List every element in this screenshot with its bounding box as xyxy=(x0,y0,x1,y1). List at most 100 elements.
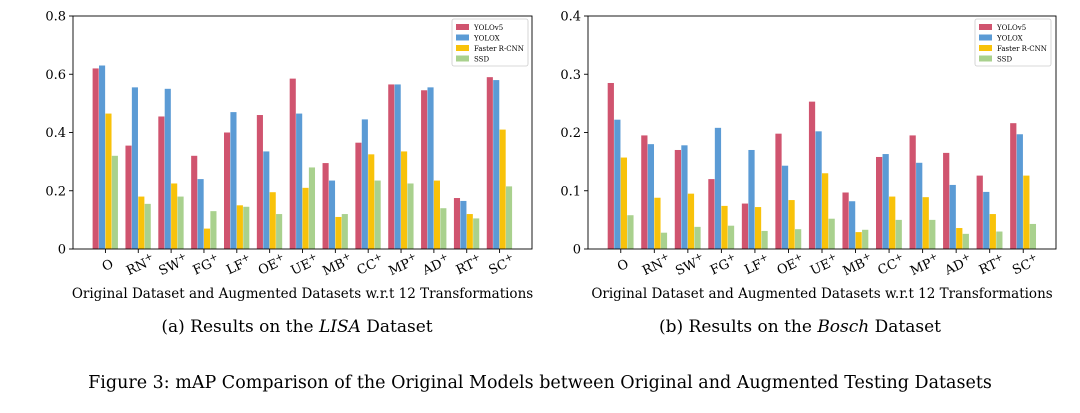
x-tick-label-bosch-sc: SC+ xyxy=(1009,251,1041,278)
bar-lisa-ssd-cc xyxy=(374,180,381,249)
bar-bosch-yolov5-rt xyxy=(976,175,983,249)
bar-bosch-yolox-lf xyxy=(748,149,755,249)
bar-bosch-yolox-ue xyxy=(815,131,822,249)
y-tick-label-bosch: 0.3 xyxy=(560,68,581,83)
bar-bosch-ssd-ad xyxy=(962,233,969,249)
bar-lisa-yolox-sw xyxy=(164,88,171,249)
bar-bosch-ssd-sw xyxy=(694,226,701,249)
bar-bosch-faster-r-cnn-fg xyxy=(721,205,728,249)
legend-swatch-lisa-yolox xyxy=(456,34,469,41)
bar-bosch-yolox-cc xyxy=(882,154,889,249)
bar-lisa-ssd-o xyxy=(111,155,118,249)
legend-label-bosch-yolov5: YOLOv5 xyxy=(996,24,1026,32)
bar-bosch-ssd-oe xyxy=(795,229,802,249)
bar-bosch-faster-r-cnn-sc xyxy=(1023,175,1030,249)
bar-bosch-yolox-sw xyxy=(681,145,688,249)
x-axis-label-lisa: Original Dataset and Augmented Datasets … xyxy=(72,286,533,302)
x-tick-label-bosch-rn: RN+ xyxy=(639,251,673,279)
figure-caption: Figure 3: mAP Comparison of the Original… xyxy=(88,373,992,393)
x-tick-label-bosch-fg: FG+ xyxy=(707,251,739,278)
bar-lisa-faster-r-cnn-rt xyxy=(466,214,473,249)
bar-bosch-ssd-cc xyxy=(895,219,902,250)
bar-lisa-yolov5-mp xyxy=(388,84,395,249)
subcaption-bosch: (b) Results on the Bosch Dataset xyxy=(659,317,941,337)
bar-bosch-faster-r-cnn-cc xyxy=(889,196,896,249)
x-tick-label-bosch-oe: OE+ xyxy=(774,251,807,278)
bar-lisa-ssd-rt xyxy=(473,218,480,249)
bar-lisa-faster-r-cnn-mp xyxy=(401,151,408,249)
bar-lisa-faster-r-cnn-lf xyxy=(236,205,243,249)
x-tick-label-lisa-lf: LF+ xyxy=(224,252,255,278)
bar-bosch-yolox-o xyxy=(614,119,621,249)
bar-lisa-faster-r-cnn-sw xyxy=(171,183,178,249)
bar-lisa-yolov5-ue xyxy=(289,78,296,250)
bar-bosch-ssd-o xyxy=(627,215,634,249)
bar-bosch-yolov5-rn xyxy=(641,135,648,249)
bar-lisa-ssd-rn xyxy=(144,203,151,249)
x-tick-label-lisa-sw: SW+ xyxy=(156,251,191,279)
bar-lisa-yolov5-lf xyxy=(224,132,231,249)
legend-label-lisa-faster-r-cnn: Faster R-CNN xyxy=(474,45,524,53)
bar-bosch-yolov5-sw xyxy=(674,149,682,249)
chart-lisa: 0 0.2 0.4 0.6 0.8 O RN+ SW+ FG+ LF+ OE+ UE+ MB+ CC+ MP… xyxy=(45,10,533,303)
bar-lisa-yolox-rn xyxy=(131,87,138,249)
y-tick-label-bosch: 0.4 xyxy=(560,10,581,25)
bar-lisa-faster-r-cnn-ue xyxy=(302,187,309,249)
x-tick-label-lisa-rt: RT+ xyxy=(453,252,484,279)
bar-lisa-yolox-o xyxy=(99,65,106,249)
legend-swatch-bosch-yolov5 xyxy=(979,24,992,30)
x-tick-label-lisa-mb: MB+ xyxy=(320,251,356,280)
legend-box-lisa xyxy=(451,18,529,67)
bar-lisa-ssd-mb xyxy=(341,214,348,249)
bar-bosch-ssd-ue xyxy=(828,218,835,249)
bar-bosch-yolox-mb xyxy=(849,201,856,249)
bar-bosch-faster-r-cnn-rt xyxy=(989,214,996,249)
bar-lisa-faster-r-cnn-mb xyxy=(335,216,342,249)
x-tick-label-bosch-ue: UE+ xyxy=(807,251,840,279)
bar-lisa-yolov5-rt xyxy=(453,198,461,249)
legend-swatch-lisa-yolov5 xyxy=(456,24,469,30)
legend-swatch-bosch-yolox xyxy=(979,34,992,41)
bar-lisa-faster-r-cnn-sc xyxy=(499,129,506,249)
chart-bosch: 0 0.1 0.2 0.3 0.4 O RN+ SW+ FG+ LF+ OE+ UE+ MB+ CC+ MP… xyxy=(560,10,1057,302)
bar-lisa-ssd-lf xyxy=(243,206,250,249)
legend-swatch-bosch-faster-r-cnn xyxy=(979,45,992,51)
y-tick-label-bosch: 0.1 xyxy=(560,184,581,199)
bar-lisa-ssd-fg xyxy=(210,211,217,249)
bar-bosch-faster-r-cnn-ue xyxy=(822,173,829,249)
y-tick-label-lisa: 0.6 xyxy=(45,68,66,83)
bar-lisa-faster-r-cnn-oe xyxy=(269,192,276,249)
legend-bosch: YOLOv5 YOLOX Faster R-CNN SSD xyxy=(974,18,1052,67)
x-tick-label-lisa-ad: AD+ xyxy=(419,251,453,279)
bar-lisa-ssd-oe xyxy=(276,214,283,249)
x-tick-label-bosch-o: O xyxy=(615,257,631,275)
bar-bosch-faster-r-cnn-mp xyxy=(922,197,929,249)
bar-bosch-faster-r-cnn-rn xyxy=(654,197,661,249)
x-tick-label-lisa-fg: FG+ xyxy=(190,251,222,278)
bar-bosch-faster-r-cnn-sw xyxy=(687,193,695,249)
bar-lisa-yolox-mp xyxy=(394,84,401,249)
bar-bosch-yolov5-lf xyxy=(741,203,749,249)
y-tick-label-lisa: 0 xyxy=(58,243,66,258)
bar-lisa-yolov5-oe xyxy=(256,115,263,249)
bar-bosch-ssd-mb xyxy=(862,229,869,249)
x-tick-label-bosch-lf: LF+ xyxy=(742,252,773,278)
bar-bosch-yolov5-sc xyxy=(1010,123,1017,249)
bar-lisa-faster-r-cnn-ad xyxy=(433,180,440,249)
bar-bosch-yolov5-ad xyxy=(943,152,950,249)
bar-bosch-yolov5-fg xyxy=(708,179,715,249)
bar-bosch-faster-r-cnn-oe xyxy=(788,200,795,249)
bar-bosch-faster-r-cnn-mb xyxy=(855,232,862,249)
legend-swatch-lisa-ssd xyxy=(456,55,469,62)
bar-bosch-yolox-rt xyxy=(983,191,990,249)
bar-bosch-ssd-rt xyxy=(996,231,1003,249)
legend-label-lisa-ssd: SSD xyxy=(474,56,489,64)
bar-bosch-ssd-mp xyxy=(929,219,936,250)
bar-lisa-yolov5-cc xyxy=(355,142,362,249)
bar-lisa-ssd-sc xyxy=(505,186,513,249)
bar-lisa-yolox-lf xyxy=(230,112,237,249)
x-tick-label-lisa-oe: OE+ xyxy=(255,251,288,278)
bar-lisa-ssd-ad xyxy=(440,208,447,249)
x-tick-label-lisa-mp: MP+ xyxy=(386,251,421,279)
